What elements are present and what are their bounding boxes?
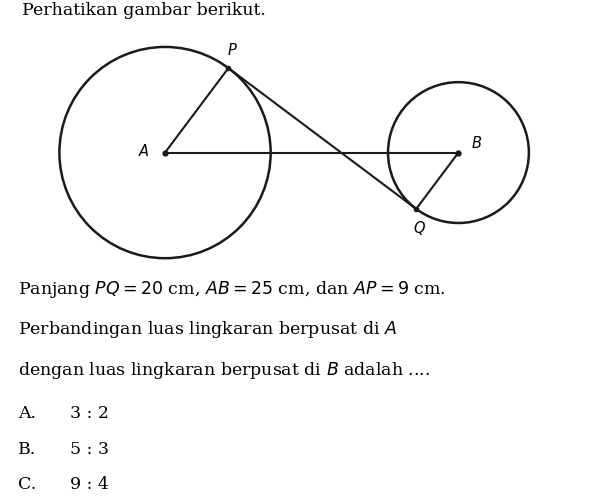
Text: 9 : 4: 9 : 4: [70, 476, 109, 493]
Text: C.: C.: [18, 476, 36, 493]
Text: $P$: $P$: [227, 42, 238, 57]
Text: dengan luas lingkaran berpusat di $B$ adalah ....: dengan luas lingkaran berpusat di $B$ ad…: [18, 360, 430, 381]
Text: A.: A.: [18, 404, 36, 422]
Text: Panjang $PQ=20$ cm, $AB=25$ cm, dan $AP=9$ cm.: Panjang $PQ=20$ cm, $AB=25$ cm, dan $AP=…: [18, 279, 446, 300]
Text: Perbandingan luas lingkaran berpusat di $A$: Perbandingan luas lingkaran berpusat di …: [18, 319, 397, 340]
Text: $A$: $A$: [138, 143, 150, 159]
Text: B.: B.: [18, 441, 36, 458]
Text: $Q$: $Q$: [413, 219, 426, 237]
Text: 5 : 3: 5 : 3: [70, 441, 109, 458]
Text: 3 : 2: 3 : 2: [70, 404, 109, 422]
Text: $B$: $B$: [472, 135, 482, 151]
Text: Perhatikan gambar berikut.: Perhatikan gambar berikut.: [22, 3, 266, 19]
